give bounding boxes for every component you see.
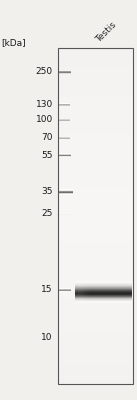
Bar: [80, 281, 81, 303]
Bar: [96, 281, 97, 303]
Bar: [78, 281, 79, 303]
Bar: [89, 281, 90, 303]
Bar: [98, 281, 99, 303]
Bar: [85, 281, 87, 303]
Bar: [58, 48, 133, 384]
Bar: [79, 281, 80, 303]
Text: 250: 250: [36, 68, 53, 76]
Bar: [95, 281, 96, 303]
Bar: [87, 281, 88, 303]
Bar: [107, 281, 108, 303]
Text: Testis: Testis: [94, 21, 118, 45]
Bar: [122, 281, 123, 303]
Bar: [115, 281, 116, 303]
Text: [kDa]: [kDa]: [1, 38, 26, 47]
Bar: [76, 281, 78, 303]
Bar: [92, 281, 93, 303]
Bar: [113, 281, 114, 303]
Bar: [120, 281, 121, 303]
Bar: [130, 281, 131, 303]
Bar: [81, 281, 82, 303]
Bar: [105, 281, 106, 303]
Bar: [100, 281, 101, 303]
Bar: [106, 281, 107, 303]
Bar: [91, 281, 92, 303]
Bar: [125, 281, 126, 303]
Text: 35: 35: [41, 188, 53, 196]
Bar: [109, 281, 110, 303]
Text: 25: 25: [41, 210, 53, 218]
Bar: [117, 281, 119, 303]
Bar: [108, 281, 109, 303]
Bar: [97, 281, 98, 303]
Bar: [116, 281, 117, 303]
Bar: [102, 281, 104, 303]
Bar: [114, 281, 115, 303]
Bar: [99, 281, 100, 303]
Bar: [83, 281, 84, 303]
Bar: [88, 281, 89, 303]
Text: 130: 130: [35, 100, 53, 109]
Bar: [119, 281, 120, 303]
Bar: [124, 281, 125, 303]
Text: 55: 55: [41, 151, 53, 160]
Text: 100: 100: [35, 116, 53, 124]
Text: 10: 10: [41, 334, 53, 342]
Bar: [93, 281, 95, 303]
Bar: [131, 281, 132, 303]
Bar: [84, 281, 85, 303]
Bar: [75, 281, 76, 303]
Bar: [112, 281, 113, 303]
Bar: [82, 281, 83, 303]
Text: 70: 70: [41, 134, 53, 142]
Bar: [129, 281, 130, 303]
Bar: [104, 281, 105, 303]
Bar: [123, 281, 124, 303]
Bar: [121, 281, 122, 303]
Bar: [101, 281, 102, 303]
Bar: [126, 281, 128, 303]
Bar: [128, 281, 129, 303]
Text: 15: 15: [41, 286, 53, 294]
Bar: [90, 281, 91, 303]
Bar: [110, 281, 112, 303]
